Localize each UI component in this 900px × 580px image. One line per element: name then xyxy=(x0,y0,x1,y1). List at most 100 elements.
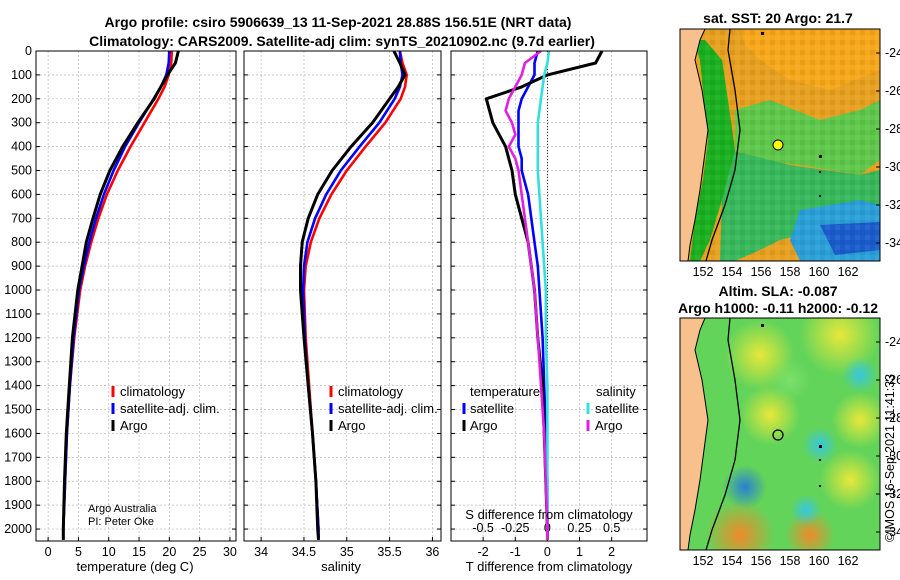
y-tick-label: 100 xyxy=(11,68,32,82)
credit-line1: Argo Australia xyxy=(88,503,157,515)
difference-panel: -2 -1 0 1 2-0.5 -0.25 0 0.25 0.5 xyxy=(450,49,648,559)
legend-label-s-satellite: satellite xyxy=(595,401,639,416)
y-tick-label: 1100 xyxy=(5,307,32,321)
sla-isobath xyxy=(705,318,741,550)
legend-title-salinity: salinity xyxy=(596,384,636,399)
sla-map xyxy=(680,318,880,550)
sla-blob xyxy=(705,500,775,550)
legend-label-t-satellite: satellite xyxy=(470,401,514,416)
map-x-tick-label: 162 xyxy=(838,554,859,568)
credit-line2: PI: Peter Oke xyxy=(88,516,154,528)
x-tick-label: 35 xyxy=(340,545,354,559)
sla-coastline xyxy=(687,318,709,550)
x-tick-label: 25 xyxy=(193,545,207,559)
sla-float-marker xyxy=(772,429,784,441)
x-tick-label: 0 xyxy=(544,545,551,559)
sla-blob xyxy=(723,465,767,509)
y-tick-label: 1300 xyxy=(4,355,32,369)
plot-area xyxy=(451,51,647,541)
x-tick-label: 20 xyxy=(162,545,176,559)
map-y-tick-label: -24 xyxy=(885,335,900,349)
sla-dot xyxy=(819,445,822,448)
legend-label-argo: Argo xyxy=(338,418,365,433)
s-tick-label: -0.5 xyxy=(472,521,494,535)
plot-area xyxy=(36,51,236,541)
sst-coastline xyxy=(687,29,709,261)
map-x-tick-label: 152 xyxy=(693,554,714,568)
sst-map xyxy=(680,29,880,261)
sst-frame xyxy=(679,28,881,262)
map-y-tick-label: -28 xyxy=(885,122,900,136)
legend-label-satellite: satellite-adj. clim. xyxy=(338,401,438,416)
y-tick-label: 1600 xyxy=(4,426,32,440)
map-x-tick-label: 158 xyxy=(780,265,801,279)
sla-blob xyxy=(832,392,880,448)
sst-float-marker xyxy=(772,139,784,151)
legend-title-temperature: temperature xyxy=(470,384,540,399)
x-tick-label: 30 xyxy=(223,545,237,559)
s-tick-label: 0.25 xyxy=(567,521,591,535)
map-x-tick-label: 158 xyxy=(780,554,801,568)
sst-map-title: sat. SST: 20 Argo: 21.7 xyxy=(703,10,853,26)
y-tick-label: 700 xyxy=(11,211,32,225)
difference-xlabel: T difference from climatology xyxy=(466,559,633,574)
figure-title-line2: Climatology: CARS2009. Satellite-adj cli… xyxy=(89,33,595,49)
difference-legend: temperature satellite Argo salinity sate… xyxy=(462,384,639,433)
sla-map-title-line1: Altim. SLA: -0.087 xyxy=(718,283,837,299)
map-y-tick-label: -30 xyxy=(885,449,900,463)
x-tick-label: 10 xyxy=(102,545,116,559)
y-tick-label: 200 xyxy=(11,92,32,106)
series-line-t-satellite xyxy=(517,50,549,540)
sst-dot xyxy=(819,155,822,158)
map-x-tick-label: 160 xyxy=(809,265,830,279)
sst-dot xyxy=(761,32,764,35)
map-x-tick-label: 156 xyxy=(751,265,772,279)
difference-xlabel-top: S difference from climatology xyxy=(465,507,633,522)
y-tick-label: 1900 xyxy=(4,498,32,512)
sla-blob xyxy=(842,357,878,393)
map-y-tick-label: -34 xyxy=(885,236,900,250)
map-y-tick-label: -34 xyxy=(885,525,900,539)
sst-dot xyxy=(819,195,821,197)
sla-dot xyxy=(761,324,764,327)
map-ticks: 152 154 156 158 160 162 -24 -26 -28 -30 -32 -34 152 1… xyxy=(693,46,900,568)
map-x-tick-label: 156 xyxy=(751,554,772,568)
sst-isobath xyxy=(705,29,741,261)
temperature-xlabel: temperature (deg C) xyxy=(76,559,193,574)
y-tick-label: 500 xyxy=(11,164,32,178)
y-tick-label: 1500 xyxy=(4,403,32,417)
legend-label-t-argo: Argo xyxy=(470,418,497,433)
x-tick-label: -2 xyxy=(478,545,489,559)
sla-dot xyxy=(819,459,821,461)
series-line-s-argo xyxy=(504,49,549,540)
figure-title-line1: Argo profile: csiro 5906639_13 11-Sep-20… xyxy=(105,14,572,30)
sla-map-title-line2: Argo h1000: -0.11 h2000: -0.12 xyxy=(678,300,878,316)
y-tick-label: 900 xyxy=(11,259,32,273)
map-x-tick-label: 162 xyxy=(838,265,859,279)
salinity-xlabel: salinity xyxy=(321,559,361,574)
y-tick-label: 800 xyxy=(11,235,32,249)
x-tick-label: -1 xyxy=(510,545,521,559)
y-tick-label: 600 xyxy=(11,187,32,201)
s-tick-label: -0.25 xyxy=(501,521,530,535)
sla-blob xyxy=(790,494,822,526)
series-line-argo xyxy=(299,50,407,540)
x-tick-label: 34.5 xyxy=(292,545,316,559)
sla-dot xyxy=(819,485,821,487)
salinity-panel: 34 34.5 35 35.5 36 xyxy=(243,50,442,559)
map-x-tick-label: 152 xyxy=(693,265,714,279)
sla-blob xyxy=(770,360,810,400)
legend-label-satellite: satellite-adj. clim. xyxy=(120,401,220,416)
map-x-tick-label: 154 xyxy=(722,265,743,279)
x-tick-label: 1 xyxy=(576,545,583,559)
sst-dot xyxy=(819,171,821,173)
y-tick-label: 400 xyxy=(11,140,32,154)
x-tick-label: 0 xyxy=(45,545,52,559)
sla-frame xyxy=(679,317,881,551)
series-line-argo xyxy=(61,50,180,540)
plot-frame xyxy=(35,50,237,542)
legend-label-climatology: climatology xyxy=(120,384,186,399)
series-line-s-satellite xyxy=(536,50,551,540)
plot-frame xyxy=(243,50,442,542)
